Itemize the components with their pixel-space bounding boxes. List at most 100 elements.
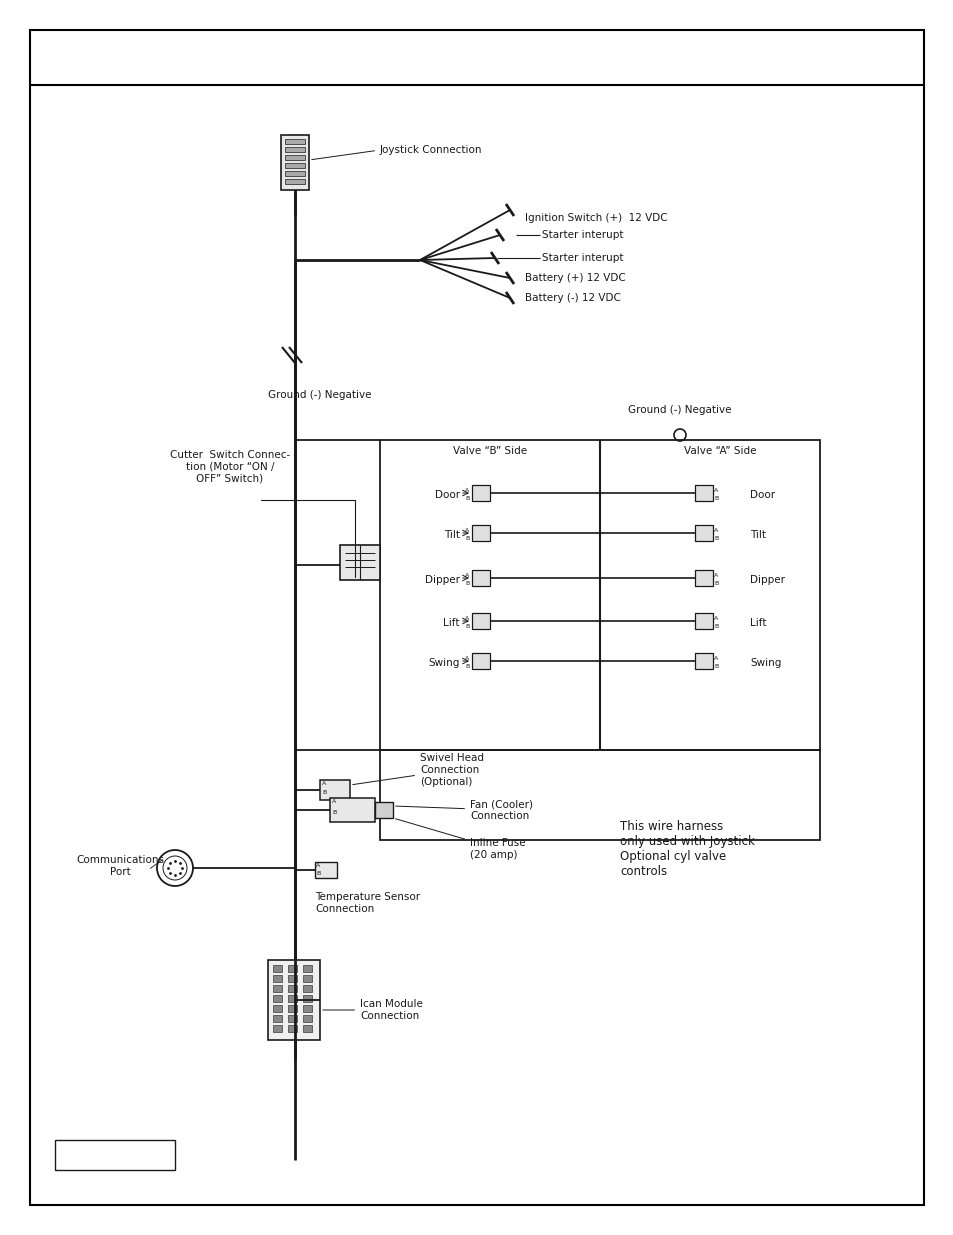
Text: A: A	[713, 656, 718, 661]
Bar	[695, 571, 712, 585]
Bar	[379, 750, 820, 840]
Text: A: A	[713, 488, 718, 493]
Bar	[273, 1005, 282, 1011]
Text: Temperature Sensor
Connection: Temperature Sensor Connection	[314, 892, 419, 914]
Text: B: B	[464, 536, 469, 541]
Bar	[285, 147, 305, 152]
Bar	[285, 179, 305, 184]
Text: Swing: Swing	[749, 658, 781, 668]
Bar	[288, 995, 296, 1002]
Text: Battery (+) 12 VDC: Battery (+) 12 VDC	[524, 273, 625, 283]
Bar	[288, 1005, 296, 1011]
Text: Dipper: Dipper	[749, 576, 784, 585]
Bar	[303, 995, 312, 1002]
Bar	[379, 440, 820, 750]
Bar	[273, 986, 282, 992]
Bar	[472, 525, 490, 541]
Text: B: B	[322, 790, 326, 795]
Text: A: A	[464, 656, 469, 661]
Text: Communications
Port: Communications Port	[76, 855, 164, 877]
Bar	[285, 140, 305, 144]
Text: B: B	[713, 496, 718, 501]
Text: Cutter  Switch Connec-
tion (Motor “ON /
OFF” Switch): Cutter Switch Connec- tion (Motor “ON / …	[170, 450, 290, 483]
Bar	[288, 974, 296, 982]
Bar	[273, 1025, 282, 1032]
Text: Swivel Head
Connection
(Optional): Swivel Head Connection (Optional)	[353, 753, 483, 787]
Text: B: B	[464, 580, 469, 585]
Bar	[273, 995, 282, 1002]
Bar	[339, 545, 379, 580]
Text: Dipper: Dipper	[424, 576, 459, 585]
Text: Ground (-) Negative: Ground (-) Negative	[268, 390, 372, 400]
Text: A: A	[713, 616, 718, 621]
Bar	[273, 965, 282, 972]
Text: Starter interupt: Starter interupt	[541, 230, 623, 240]
Text: B: B	[315, 871, 320, 876]
Bar	[472, 571, 490, 585]
Bar	[288, 986, 296, 992]
Text: This wire harness
only used with Joystick
Optional cyl valve
controls: This wire harness only used with Joystic…	[619, 820, 754, 878]
Text: A: A	[713, 573, 718, 578]
Text: Lift: Lift	[443, 618, 459, 629]
Text: Starter interupt: Starter interupt	[541, 253, 623, 263]
Bar	[695, 653, 712, 669]
Text: Swing: Swing	[428, 658, 459, 668]
Bar	[273, 1015, 282, 1023]
Text: A: A	[315, 863, 320, 868]
Bar	[273, 974, 282, 982]
Bar	[472, 653, 490, 669]
Text: Ican Module
Connection: Ican Module Connection	[322, 999, 422, 1021]
Text: B: B	[464, 664, 469, 669]
Text: A: A	[332, 799, 335, 804]
Bar	[314, 862, 336, 878]
Text: B: B	[464, 624, 469, 629]
Text: B: B	[713, 536, 718, 541]
Bar	[472, 485, 490, 501]
Bar	[303, 1025, 312, 1032]
Bar	[319, 781, 350, 800]
Bar	[303, 965, 312, 972]
Text: Fan (Cooler)
Connection: Fan (Cooler) Connection	[395, 799, 533, 821]
Bar	[303, 1015, 312, 1023]
Bar	[303, 1005, 312, 1011]
Text: A: A	[464, 616, 469, 621]
Text: B: B	[464, 496, 469, 501]
Bar	[288, 1015, 296, 1023]
Text: Tilt: Tilt	[749, 530, 765, 540]
Bar	[695, 613, 712, 629]
Text: Valve “B” Side: Valve “B” Side	[453, 446, 526, 456]
Text: A: A	[713, 529, 718, 534]
Text: A: A	[464, 573, 469, 578]
Text: B: B	[713, 580, 718, 585]
Text: B: B	[332, 810, 335, 815]
Text: Ignition Switch (+)  12 VDC: Ignition Switch (+) 12 VDC	[524, 212, 667, 224]
Bar	[330, 798, 375, 823]
Text: B: B	[713, 664, 718, 669]
Bar	[472, 613, 490, 629]
Text: Door: Door	[435, 490, 459, 500]
Bar	[695, 525, 712, 541]
Bar	[303, 974, 312, 982]
Text: Ground (-) Negative: Ground (-) Negative	[628, 405, 731, 415]
Bar	[281, 135, 309, 190]
Text: Joystick Connection: Joystick Connection	[312, 144, 482, 159]
Bar	[288, 1025, 296, 1032]
Text: Inline Fuse
(20 amp): Inline Fuse (20 amp)	[395, 819, 525, 860]
Bar	[268, 960, 319, 1040]
Text: A: A	[322, 781, 326, 785]
Bar	[375, 802, 393, 818]
Text: Valve “A” Side: Valve “A” Side	[683, 446, 756, 456]
Text: Door: Door	[749, 490, 774, 500]
Bar	[55, 1140, 174, 1170]
Text: A: A	[464, 529, 469, 534]
Bar	[303, 986, 312, 992]
Bar	[288, 965, 296, 972]
Text: Tilt: Tilt	[443, 530, 459, 540]
Bar	[285, 156, 305, 161]
Text: Lift: Lift	[749, 618, 765, 629]
Bar	[285, 163, 305, 168]
Bar	[695, 485, 712, 501]
Text: A: A	[464, 488, 469, 493]
Text: Battery (-) 12 VDC: Battery (-) 12 VDC	[524, 293, 620, 303]
Bar	[285, 170, 305, 177]
